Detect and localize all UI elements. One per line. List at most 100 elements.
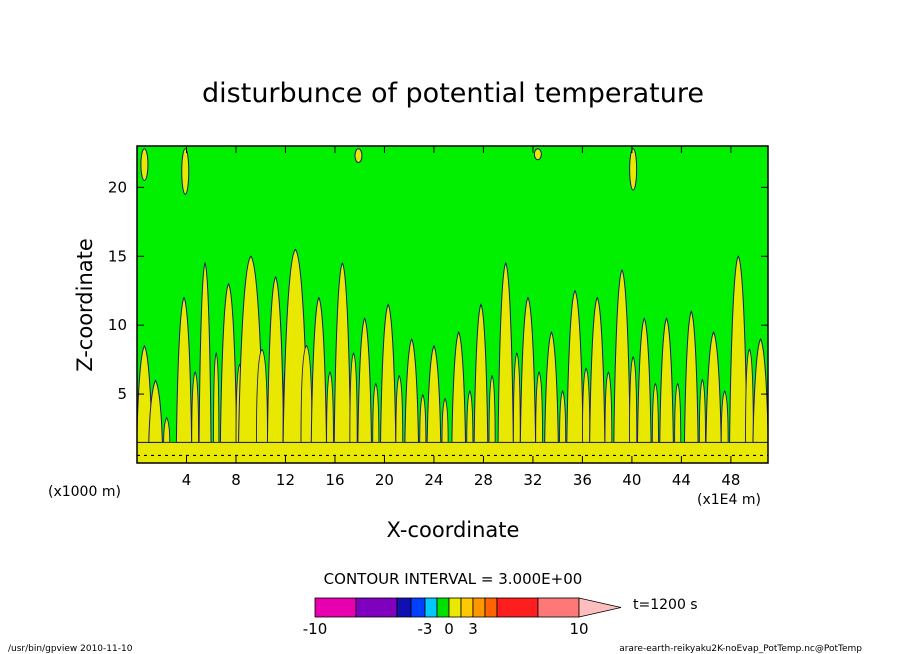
- colorbar-bin-9: [484, 597, 498, 618]
- x-tick-label-2: 12: [276, 471, 295, 489]
- y-tick-label-2: 15: [108, 247, 127, 265]
- plume-20: [589, 296, 606, 443]
- filament-5: [256, 348, 268, 443]
- x-unit-left: (x1000 m): [48, 484, 121, 500]
- y-tick-label-0: 5: [117, 385, 127, 403]
- x-tick-label-3: 16: [325, 471, 344, 489]
- colorbar-bin-6: [448, 597, 462, 618]
- filament-20: [604, 371, 613, 443]
- x-tick-label-10: 44: [672, 471, 691, 489]
- filament-11: [395, 374, 404, 443]
- plot-frame: [136, 145, 769, 464]
- x-unit-right: (x1E4 m): [697, 492, 761, 508]
- plume-1: [148, 379, 163, 443]
- colorbar-tick-label-1: -3: [418, 620, 433, 638]
- colorbar-bin-10: [496, 597, 539, 618]
- plume-4: [219, 282, 238, 443]
- filament-2: [191, 371, 200, 443]
- colorbar-bin-2: [396, 597, 412, 618]
- plume-24: [683, 310, 699, 443]
- y-tick-label-3: 20: [108, 178, 127, 196]
- filament-23: [674, 382, 682, 443]
- x-tick-label-11: 48: [721, 471, 740, 489]
- filament-25: [720, 390, 729, 443]
- x-tick-label-8: 36: [573, 471, 592, 489]
- colorbar-bin-5: [436, 597, 450, 618]
- plume-19: [566, 289, 584, 443]
- colorbar-tick-label-4: 10: [569, 620, 588, 638]
- colorbar-bin-8: [472, 597, 486, 618]
- colorbar-bin-11: [537, 597, 580, 618]
- x-tick-label-1: 8: [231, 471, 241, 489]
- upper-blob-4: [629, 148, 638, 191]
- plume-25: [705, 331, 722, 443]
- x-tick-label-9: 40: [622, 471, 641, 489]
- upper-blob-1: [181, 148, 190, 195]
- filament-15: [488, 374, 496, 443]
- filament-18: [559, 389, 567, 443]
- y-tick-label-1: 10: [108, 316, 127, 334]
- plume-21: [613, 269, 631, 443]
- filament-9: [349, 352, 358, 443]
- plume-23: [659, 317, 674, 443]
- filament-24: [698, 378, 706, 443]
- colorbar-tick-label-0: -10: [303, 620, 328, 638]
- filament-17: [535, 371, 543, 443]
- plume-9: [333, 262, 352, 443]
- colorbar-tick-label-2: 0: [444, 620, 454, 638]
- filament-12: [419, 393, 427, 443]
- colorbar-bin-4: [424, 597, 438, 618]
- x-axis-label: X-coordinate: [387, 518, 520, 542]
- colorbar-bin-7: [460, 597, 474, 618]
- plume-3: [198, 261, 212, 443]
- filament-3: [213, 351, 220, 443]
- plume-10: [357, 317, 372, 443]
- plume-2: [175, 296, 193, 443]
- filament-22: [651, 382, 659, 443]
- x-tick-label-6: 28: [474, 471, 493, 489]
- colorbar-bin-3: [410, 597, 426, 618]
- colorbar: -10 -3 0 3 10: [303, 597, 622, 638]
- plume-17: [519, 296, 537, 443]
- colorbar-tick-label-3: 3: [468, 620, 478, 638]
- filament-10: [372, 382, 380, 443]
- time-label: t=1200 s: [633, 597, 698, 613]
- filament-8: [326, 371, 334, 443]
- chart-title: disturbunce of potential temperature: [202, 78, 704, 109]
- filament-13: [441, 397, 449, 443]
- upper-blob-2: [354, 148, 363, 164]
- filament-16: [512, 352, 521, 443]
- footer-right: arare-earth-reikyaku2K-noEvap_PotTemp.nc…: [619, 644, 862, 654]
- plume-16: [497, 262, 514, 443]
- x-tick-label-7: 32: [523, 471, 542, 489]
- filament-26: [745, 348, 754, 443]
- y-axis-label: Z-coordinate: [73, 238, 97, 372]
- filament-14: [466, 389, 474, 443]
- footer-left: /usr/bin/gpview 2010-11-10: [8, 644, 133, 654]
- filament-27: [767, 426, 768, 443]
- x-tick-label-0: 4: [182, 471, 192, 489]
- plume-6: [266, 275, 285, 443]
- x-axis-ticks: 4 8 12 16 20 24 28 32 36 40 44 48: [182, 146, 740, 489]
- surface-band: [137, 441, 768, 463]
- plume-12: [404, 337, 419, 443]
- x-tick-label-4: 20: [375, 471, 394, 489]
- upper-blob-0: [140, 148, 149, 181]
- plume-8: [310, 296, 328, 443]
- colorbar-bin-0: [314, 597, 357, 618]
- x-tick-label-5: 24: [424, 471, 443, 489]
- plume-11: [380, 303, 397, 443]
- upper-blob-3: [533, 148, 542, 161]
- filament-1: [163, 416, 171, 443]
- colorbar-bin-1: [355, 597, 398, 618]
- plume-14: [451, 330, 466, 443]
- y-axis-ticks: 5 10 15 20: [108, 178, 768, 403]
- plume-15: [473, 303, 489, 443]
- colorbar-arrow: [578, 597, 622, 618]
- plume-22: [636, 317, 652, 443]
- filament-21: [629, 356, 638, 443]
- contour-field: [137, 148, 768, 463]
- plume-13: [426, 344, 442, 443]
